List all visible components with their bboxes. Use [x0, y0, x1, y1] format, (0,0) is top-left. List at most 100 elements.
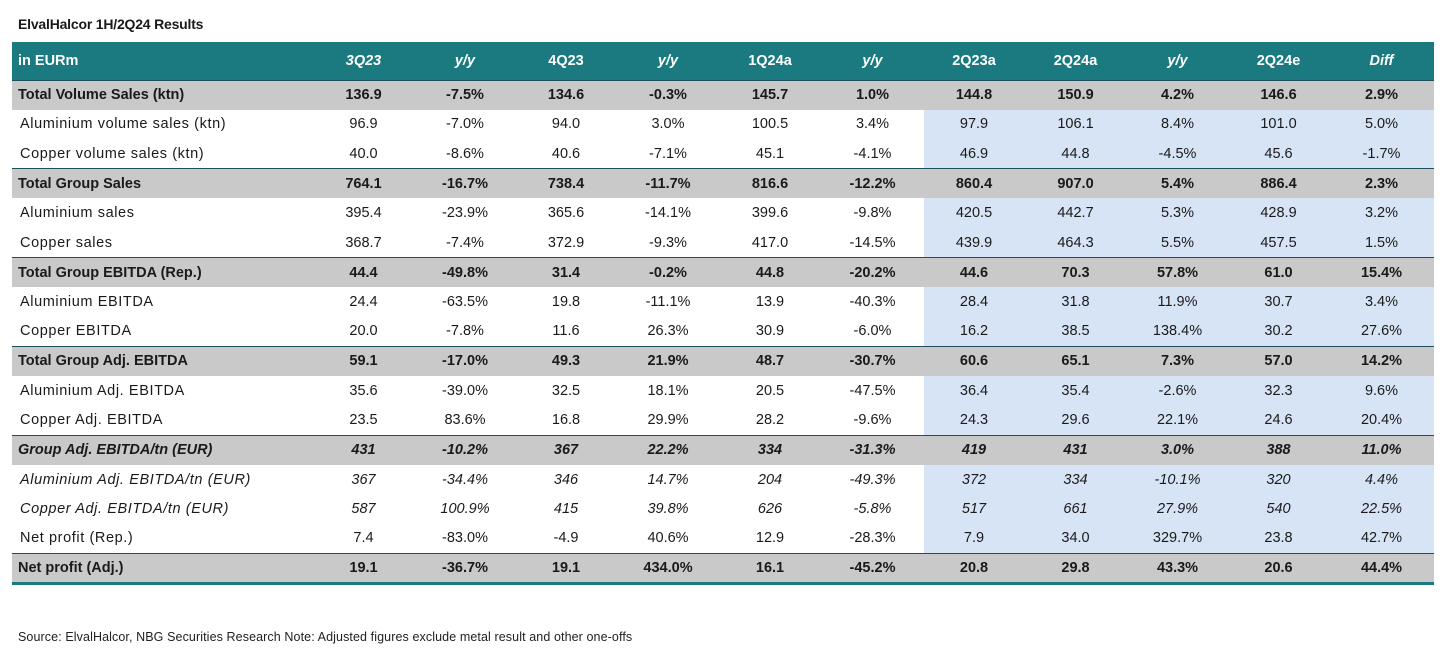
table-cell: 59.1	[312, 345, 415, 376]
table-row: Total Group Sales 764.1 -16.7% 738.4 -11.7% 8…	[12, 168, 1434, 199]
row-label: Total Group Adj. EBITDA	[12, 345, 312, 376]
header-cell: 3Q23	[345, 52, 382, 69]
table-cell: 464.3	[1024, 227, 1127, 258]
table-cell: -10.2%	[415, 434, 515, 465]
header-cell: 4Q23	[548, 52, 584, 69]
table-cell: -4.9	[553, 530, 579, 547]
table-cell: -16.7%	[415, 168, 515, 199]
table-row: Copper Adj. EBITDA/tn (EUR) 587 100.9% 415 3…	[12, 494, 1434, 524]
table-cell: 417.0	[751, 234, 789, 251]
table-cell: -20.2%	[821, 257, 924, 288]
table-cell: -4.5%	[1127, 139, 1228, 169]
table-row: Total Volume Sales (ktn) 136.9 -7.5% 134.6-…	[12, 79, 1434, 110]
table-cell: 22.5%	[1329, 494, 1434, 524]
table-cell: 907.0	[1024, 168, 1127, 199]
table-cell: -1.7%	[1329, 139, 1434, 169]
table-cell: -45.2%	[821, 553, 924, 585]
table-cell: 816.6	[719, 168, 821, 199]
table-cell: 431	[1024, 434, 1127, 465]
table-cell: 30.2	[1228, 316, 1329, 347]
table-cell: 431	[312, 434, 415, 465]
table-cell: 11.0%	[1329, 434, 1434, 465]
table-cell: 346	[553, 471, 579, 488]
table-cell: 29.9%	[647, 412, 689, 429]
table-cell: 204	[757, 471, 783, 488]
table-cell: 764.1	[312, 168, 415, 199]
row-label: Net profit (Adj.)	[12, 553, 312, 585]
table-cell: 144.8	[924, 79, 1024, 110]
table-cell: 540	[1228, 494, 1329, 524]
table-cell: -34.4%	[442, 471, 488, 488]
table-row: Group Adj. EBITDA/tn (EUR) 431 -10.2% 367 22…	[12, 434, 1434, 465]
table-cell: 26.3%	[647, 323, 689, 340]
table-cell: 4.4%	[1329, 464, 1434, 495]
table-cell: 320	[1228, 464, 1329, 495]
header-cell: y/y	[454, 52, 476, 69]
table-cell: 61.0	[1228, 257, 1329, 288]
table-cell: 19.8	[551, 293, 581, 310]
table-cell: 372.9	[547, 234, 585, 251]
table-cell: 15.4%	[1329, 257, 1434, 288]
table-cell: 5.5%	[1127, 227, 1228, 258]
table-cell: 16.8	[551, 412, 581, 429]
table-cell: 395.4	[345, 205, 382, 222]
table-cell: -10.1%	[1127, 464, 1228, 495]
table-cell: 3.0%	[651, 116, 685, 133]
table-cell: 29.8	[1024, 553, 1127, 585]
table-cell: 16.1	[719, 553, 821, 585]
table-cell: 27.9%	[1127, 494, 1228, 524]
row-label: Group Adj. EBITDA/tn (EUR)	[12, 434, 312, 465]
table-cell: -9.8%	[853, 205, 892, 222]
table-cell: -7.4%	[446, 234, 484, 251]
row-label: Copper EBITDA	[20, 323, 132, 340]
table-cell: 43.3%	[1127, 553, 1228, 585]
table-cell: 24.3	[924, 405, 1024, 436]
table-cell: 886.4	[1228, 168, 1329, 199]
header-cell: Diff	[1369, 52, 1394, 69]
table-cell: 3.2%	[1329, 198, 1434, 228]
table-cell: 365.6	[547, 205, 585, 222]
table-row: Total Group Adj. EBITDA 59.1 -17.0% 49.3 21.…	[12, 345, 1434, 376]
table-cell: 860.4	[924, 168, 1024, 199]
row-label: Copper Adj. EBITDA/tn (EUR)	[20, 501, 230, 518]
table-cell: 19.1	[312, 553, 415, 585]
table-row: Aluminium Adj. EBITDA 35.6 -39.0% 32.5 18.1%…	[12, 375, 1434, 406]
table-cell: 20.8	[924, 553, 1024, 585]
table-row: Copper EBITDA 20.0 -7.8% 11.6 26.3% 30.9 -6.0%…	[12, 316, 1434, 347]
table-cell: 334	[719, 434, 821, 465]
table-cell: 146.6	[1228, 79, 1329, 110]
table-cell: 70.3	[1024, 257, 1127, 288]
header-cell: 2Q24a	[1053, 52, 1098, 69]
table-cell: -49.3%	[849, 471, 896, 488]
table-cell: 12.9	[755, 530, 785, 547]
table-row: Total Group EBITDA (Rep.) 44.4 -49.8% 31.4-…	[12, 257, 1434, 288]
table-cell: 40.0	[349, 145, 378, 162]
table-cell: 11.6	[552, 323, 580, 340]
table-cell: -11.1%	[645, 293, 691, 310]
table-cell: -49.8%	[415, 257, 515, 288]
table-cell: 329.7%	[1127, 523, 1228, 554]
table-cell: 44.4%	[1329, 553, 1434, 585]
table-cell: -12.2%	[821, 168, 924, 199]
table-cell: 16.2	[924, 316, 1024, 347]
table-cell: 94.0	[551, 116, 581, 133]
table-cell: 29.6	[1024, 405, 1127, 436]
table-cell: 35.6	[349, 382, 378, 399]
table-cell: 439.9	[924, 227, 1024, 258]
table-cell: 138.4%	[1127, 316, 1228, 347]
table-cell: 4.2%	[1127, 79, 1228, 110]
table-cell: 7.9	[924, 523, 1024, 554]
table-cell: 8.4%	[1127, 109, 1228, 140]
table-cell: -7.8%	[446, 323, 484, 340]
table-cell: 11.9%	[1127, 287, 1228, 317]
table-cell: 100.5	[751, 116, 789, 133]
table-cell: 7.4	[353, 530, 374, 547]
table-cell: 32.5	[551, 382, 581, 399]
table-cell: 3.4%	[855, 116, 890, 133]
table-cell: 40.6%	[647, 530, 689, 547]
table-row: Copper volume sales (ktn) 40.0 -8.6% 40.6 -7…	[12, 139, 1434, 169]
header-cell: y/y	[1167, 52, 1188, 69]
table-cell: 626	[757, 501, 783, 518]
row-label: Aluminium Adj. EBITDA/tn (EUR)	[20, 471, 251, 488]
table-cell: 5.3%	[1127, 198, 1228, 228]
